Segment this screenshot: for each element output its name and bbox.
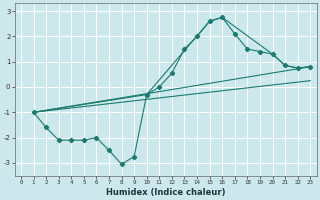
- X-axis label: Humidex (Indice chaleur): Humidex (Indice chaleur): [106, 188, 225, 197]
